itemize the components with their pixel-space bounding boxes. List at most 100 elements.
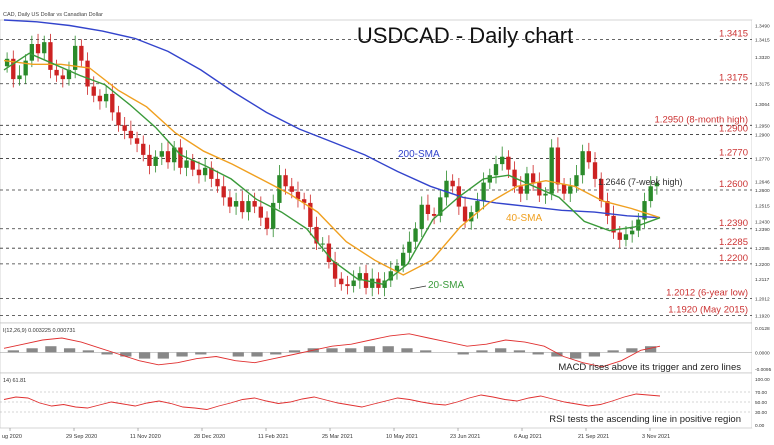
candle-body (122, 125, 127, 131)
candle-body (97, 95, 103, 102)
candle-body (401, 252, 406, 266)
candle-body (73, 45, 78, 70)
time-tick-label: 25 Mar 2021 (322, 434, 353, 440)
moving-averages (3, 19, 661, 285)
candle-body (147, 154, 152, 166)
candle-body (196, 169, 202, 176)
candle-body (543, 193, 548, 196)
candle-body (258, 206, 263, 218)
candle-body (450, 180, 455, 187)
candle-body (592, 162, 598, 179)
candle-body (271, 202, 276, 229)
candle-body (438, 197, 443, 216)
candle-body (561, 184, 567, 194)
candle-body (599, 178, 604, 202)
price-tick-label: 1.3415 (755, 37, 770, 43)
rsi-panel-frame (0, 372, 753, 429)
sma-line-40-sma (3, 59, 661, 276)
candle-body (252, 201, 257, 207)
price-tick-label: 1.3064 (755, 102, 770, 108)
candle-body (500, 156, 505, 165)
macd-tick-label: 0.0000 (755, 350, 770, 356)
candle-body (555, 147, 561, 185)
price-tick-label: 1.2012 (755, 297, 770, 303)
candle-body (48, 42, 53, 70)
rsi-tick-label: 100.00 (755, 377, 770, 383)
level-label: 1.2285 (719, 237, 748, 248)
price-tick-label: 1.2200 (755, 262, 770, 268)
candle-body (580, 151, 585, 176)
price-tick-label: 1.3175 (755, 82, 770, 88)
level-label: 1.2012 (6-year low) (666, 288, 748, 299)
candle-body (79, 45, 84, 61)
support-resistance-levels: 1.3415 1.3175 1.2950 (8-month high)1.2900 1… (0, 28, 752, 317)
candle-body (648, 186, 653, 202)
time-tick-label: 11 Nov 2020 (130, 434, 161, 440)
candle-body (339, 278, 344, 285)
level-label: 1.2200 (719, 253, 748, 264)
candle-body (487, 175, 492, 183)
rsi-line (3, 393, 661, 410)
macd-panel-frame (0, 322, 753, 374)
candle-body (370, 278, 375, 288)
candle-body (314, 226, 319, 244)
level-label: 1.2900 (719, 124, 748, 135)
rsi-tick-label: 70.00 (755, 390, 767, 396)
time-tick-label: 3 Nov 2021 (642, 434, 670, 440)
sma-line-200-sma (3, 19, 661, 219)
axis-background (752, 20, 774, 428)
price-tick-label: 1.2390 (755, 227, 770, 233)
candle-body (60, 75, 65, 80)
sma200-annotation: 200-SMA (398, 149, 440, 160)
rsi-label: 14) 61.81 (3, 378, 26, 384)
rsi-indicator: 100.00 70.00 50.00 30.00 0.00 (0, 377, 770, 429)
chart-title: USDCAD - Daily chart (357, 23, 573, 48)
candle-body (308, 202, 313, 227)
price-tick-label: 1.2515 (755, 204, 770, 210)
candle-body (128, 130, 134, 139)
candle-body (574, 175, 579, 187)
candle-body (295, 191, 301, 200)
candle-body (202, 167, 208, 176)
candle-body (629, 230, 635, 235)
candle-body (23, 60, 28, 76)
candle-body (134, 138, 140, 144)
candle-body (184, 160, 189, 168)
candle-body (462, 206, 468, 222)
candle-body (153, 156, 158, 166)
candle-body (623, 234, 629, 240)
sma-line-20-sma (3, 52, 661, 285)
candle-body (611, 215, 616, 233)
candle-body (240, 201, 245, 213)
candle-body (11, 58, 16, 80)
candle-body (407, 241, 412, 253)
level-label: 1.3175 (719, 73, 748, 84)
candle-body (209, 167, 214, 179)
candle-body (481, 182, 486, 202)
macd-tick-label: 0.0128 (755, 326, 770, 332)
rsi-tick-label: 50.00 (755, 400, 767, 406)
candle-body (178, 147, 183, 168)
candle-body (586, 151, 591, 163)
candle-body (549, 147, 554, 194)
candle-body (345, 284, 350, 287)
candle-body (605, 201, 610, 216)
level-label: 1.2950 (8-month high) (655, 114, 748, 125)
sma20-annotation: 20-SMA (428, 280, 464, 291)
price-tick-label: 1.3320 (755, 55, 770, 61)
candle-body (431, 213, 437, 216)
candle-body (4, 58, 10, 67)
candle-body (332, 262, 338, 279)
main-panel-frame (0, 19, 753, 324)
candle-body (617, 232, 622, 240)
rsi-caption: RSI tests the ascending line in positive… (549, 414, 741, 425)
candle-body (91, 86, 96, 96)
candle-body (246, 201, 251, 213)
candle-body (29, 44, 35, 61)
candle-body (172, 147, 177, 163)
price-tick-label: 1.1920 (755, 314, 770, 320)
candle-body (326, 243, 332, 263)
macd-label: I(12,26,9) 0.003225 0.000731 (3, 328, 75, 334)
rsi-tick-label: 30.00 (755, 410, 767, 416)
